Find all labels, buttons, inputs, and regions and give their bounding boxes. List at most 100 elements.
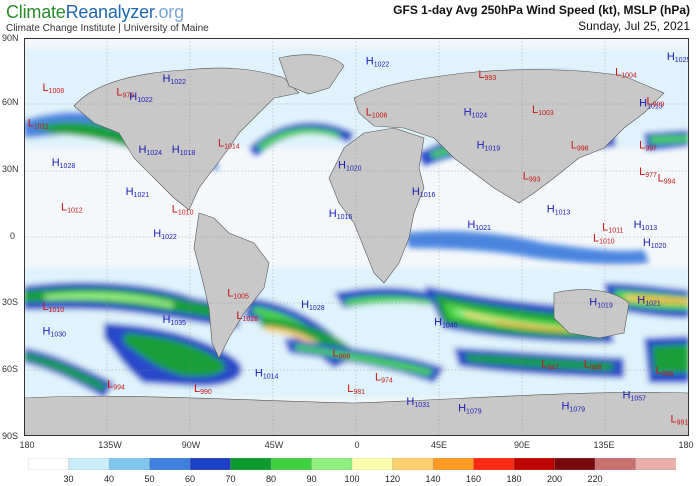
colorbar-swatch [149, 458, 191, 470]
pressure-value: 1030 [50, 331, 66, 338]
lon-label-180e: 180 [678, 440, 694, 450]
brand-part-1: Climate [6, 2, 66, 22]
lon-label-90w: 90W [181, 440, 201, 450]
colorbar-label: 70 [225, 474, 236, 484]
pressure-value: 993 [529, 177, 541, 184]
colorbar-label: 40 [103, 474, 115, 484]
colorbar-label: 120 [384, 474, 401, 484]
pressure-value: 1022 [137, 97, 153, 104]
pressure-value: 947 [547, 364, 559, 371]
australia [553, 289, 630, 339]
map-date: Sunday, Jul 25, 2021 [578, 19, 690, 33]
pressure-value: 1013 [642, 225, 658, 232]
colorbar-swatch [28, 458, 70, 470]
colorbar-label: 220 [587, 474, 603, 484]
lat-label-0: 0 [10, 231, 16, 241]
pressure-value: 1040 [442, 322, 458, 329]
lon-label-180w: 180 [19, 440, 35, 450]
south-america [193, 212, 270, 359]
colorbar-swatch [189, 458, 232, 470]
pressure-value: 1035 [170, 320, 186, 327]
pressure-value: 1028 [60, 163, 76, 170]
pressure-value: 1006 [372, 112, 388, 119]
lon-label-135w: 135W [98, 440, 122, 450]
map-title: GFS 1-day Avg 250hPa Wind Speed (kt), MS… [393, 3, 690, 17]
pressure-value: 1014 [263, 373, 279, 380]
map-frame [24, 38, 689, 436]
lon-label-45e: 45E [430, 440, 448, 450]
colorbar-label: 50 [144, 474, 155, 484]
lon-label-0: 0 [354, 440, 360, 450]
colorbar-label: 30 [63, 474, 74, 484]
pressure-value: 1003 [538, 110, 554, 117]
pressure-value: 1024 [146, 150, 162, 157]
colorbar-swatch [513, 458, 556, 470]
pressure-value: 968 [339, 353, 351, 360]
pressure-value: 1020 [346, 165, 362, 172]
pressure-value: 1022 [170, 79, 186, 86]
colorbar-swatch [554, 458, 596, 470]
pressure-value: 993 [485, 75, 497, 82]
pressure-value: 1010 [178, 210, 194, 217]
pressure-value: 1011 [608, 227, 623, 234]
pressure-value: 1004 [621, 73, 637, 80]
pressure-value: 997 [645, 146, 657, 153]
pressure-value: 1005 [233, 294, 249, 301]
pressure-value: 1019 [485, 146, 501, 153]
pressure-value: 1016 [420, 192, 436, 199]
lon-label-135e: 135E [593, 440, 615, 450]
brand-part-2: Reanalyzer [65, 2, 154, 22]
pressure-value: 1021 [645, 300, 661, 307]
pressure-value: 1028 [243, 316, 259, 323]
pressure-value: 1008 [49, 88, 65, 95]
colorbar-label: 160 [465, 474, 482, 484]
colorbar-swatch [392, 458, 434, 470]
pressure-value: 1057 [630, 395, 646, 402]
pressure-value: 977 [645, 172, 657, 179]
pressure-value: 1010 [49, 307, 65, 314]
map-gridlines [24, 38, 689, 436]
pressure-value: 1019 [597, 303, 613, 310]
pressure-value: 956 [662, 371, 674, 378]
pressure-value: 1016 [337, 214, 353, 221]
pressure-value: 1013 [555, 210, 571, 217]
colorbar [28, 458, 676, 470]
colorbar-label: 200 [546, 474, 563, 484]
colorbar-swatch [432, 458, 475, 470]
lat-label-30n: 30N [2, 164, 19, 174]
colorbar-swatch [473, 458, 515, 470]
pressure-value: 1018 [180, 150, 196, 157]
pressure-value: 981 [353, 389, 365, 396]
lat-label-90n: 90N [2, 33, 19, 43]
colorbar-label: 180 [506, 474, 522, 484]
lat-label-60s: 60S [2, 364, 19, 374]
lon-label-90e: 90E [513, 440, 531, 450]
colorbar-swatch [311, 458, 353, 470]
brand-logo: ClimateReanalyzer.org [6, 2, 184, 23]
colorbar-label: 140 [425, 474, 441, 484]
pressure-value: 1079 [466, 409, 482, 416]
pressure-value: 1013 [647, 104, 663, 111]
pressure-value: 994 [113, 384, 125, 391]
pressure-value: 991 [677, 420, 689, 427]
pressure-value: 948 [590, 364, 602, 371]
greenland [278, 54, 345, 95]
land-masses [24, 54, 689, 436]
colorbar-swatch [108, 458, 151, 470]
africa [328, 127, 425, 284]
eurasia [353, 69, 665, 204]
colorbar-swatch [351, 458, 394, 470]
pressure-value: 1014 [224, 143, 240, 150]
pressure-value: 1079 [569, 406, 585, 413]
colorbar-label: 60 [184, 474, 196, 484]
pressure-value: 1020 [651, 243, 667, 250]
pressure-value: 1028 [309, 305, 325, 312]
pressure-value: 994 [664, 179, 676, 186]
north-america [73, 67, 300, 211]
colorbar-swatch [594, 458, 637, 470]
colorbar-swatch [68, 458, 110, 470]
lat-label-30s: 30S [2, 297, 19, 307]
pressure-value: 1022 [374, 62, 390, 69]
pressure-value: 974 [381, 378, 393, 385]
